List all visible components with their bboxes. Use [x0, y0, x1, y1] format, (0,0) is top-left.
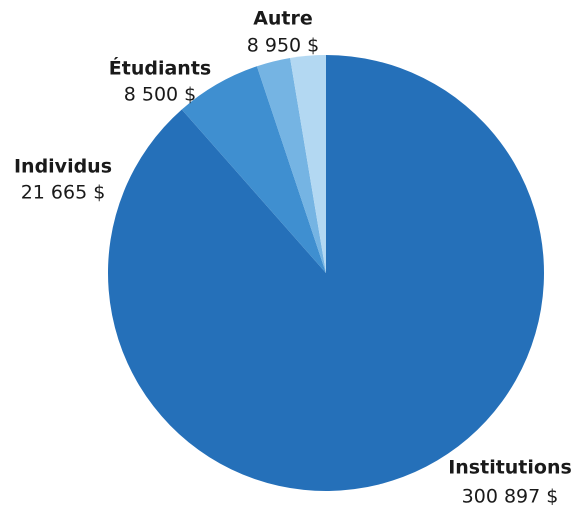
value-label: 8 500 $: [124, 84, 197, 106]
pie-slice: [290, 55, 326, 273]
slice-label: Autre: [253, 8, 313, 30]
slice-label: Étudiants: [109, 57, 211, 80]
value-label: 8 950 $: [247, 35, 320, 57]
pie-slice: [256, 57, 326, 273]
slice-label: Individus: [14, 156, 112, 178]
slice-label: Institutions: [448, 457, 572, 479]
value-label: 300 897 $: [462, 486, 559, 505]
pie-slice: [181, 66, 326, 273]
pie-slice: [107, 55, 544, 491]
value-label: 21 665 $: [21, 182, 106, 204]
